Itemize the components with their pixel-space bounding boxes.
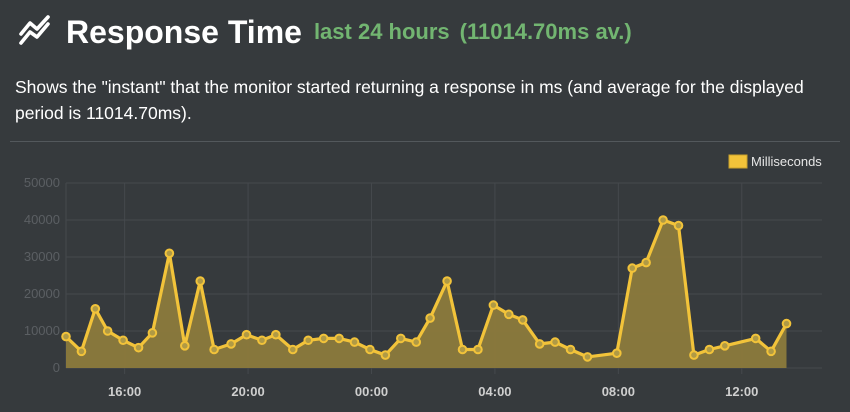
data-point (303, 335, 314, 346)
data-point (90, 304, 101, 314)
data-point (641, 257, 651, 268)
data-point (457, 344, 468, 355)
data-point (766, 346, 776, 357)
data-point (76, 346, 87, 357)
y-tick-label: 30000 (24, 249, 60, 264)
data-point (349, 337, 360, 347)
data-point (504, 309, 514, 320)
data-point (365, 344, 375, 355)
data-point (411, 337, 422, 347)
page-title: Response Time (66, 13, 302, 50)
average-label: (11014.70ms av.) (459, 19, 632, 44)
data-point (704, 344, 715, 355)
data-point (288, 344, 298, 355)
data-point (720, 341, 730, 351)
series-area (66, 220, 787, 368)
data-point (226, 339, 236, 349)
data-point (102, 326, 113, 336)
data-point (627, 263, 638, 273)
data-point (257, 335, 267, 346)
data-point (689, 350, 699, 360)
y-tick-label: 50000 (24, 175, 60, 190)
data-point (473, 344, 483, 355)
data-point (396, 333, 406, 344)
data-point (195, 276, 206, 286)
legend-swatch (728, 154, 748, 169)
data-point (750, 333, 761, 344)
data-point (118, 335, 128, 346)
x-tick-label: 04:00 (478, 384, 511, 399)
x-tick-label: 20:00 (231, 384, 264, 399)
x-tick-label: 16:00 (108, 384, 141, 399)
data-point (565, 344, 576, 355)
data-point (612, 348, 622, 358)
y-tick-label: 0 (53, 360, 60, 375)
data-point (380, 350, 391, 360)
data-point (318, 333, 329, 344)
data-point (334, 333, 344, 344)
data-point (147, 328, 158, 338)
data-point (442, 276, 452, 286)
data-point (517, 315, 528, 325)
x-tick-label: 08:00 (602, 384, 635, 399)
data-point (781, 318, 792, 329)
data-point (550, 337, 560, 347)
data-point (658, 215, 668, 225)
data-point (133, 342, 144, 353)
time-range-label: last 24 hours (313, 19, 450, 44)
data-point (582, 352, 593, 362)
response-time-chart: 0 10000 20000 30000 40000 50000 16:00 20:00 00:0… (24, 154, 822, 399)
data-point (673, 220, 684, 231)
data-point (241, 329, 252, 340)
data-point (164, 248, 175, 259)
chart-description: Shows the "instant" that the monitor sta… (15, 77, 804, 123)
divider (10, 141, 840, 142)
data-point (488, 300, 499, 310)
legend-label: Milliseconds (751, 154, 822, 169)
series-line (64, 218, 788, 359)
panel-header: Response Time last 24 hours (11014.70ms … (18, 10, 632, 54)
x-tick-label: 00:00 (355, 384, 388, 399)
y-tick-label: 10000 (24, 323, 60, 338)
data-point (209, 344, 219, 355)
data-point (425, 313, 435, 323)
y-tick-label: 40000 (24, 212, 60, 227)
line-chart-icon (18, 15, 52, 49)
data-point (180, 341, 190, 351)
data-point (271, 329, 281, 340)
data-point (61, 331, 71, 342)
data-point (534, 339, 545, 349)
x-tick-label: 12:00 (725, 384, 758, 399)
y-tick-label: 20000 (24, 286, 60, 301)
